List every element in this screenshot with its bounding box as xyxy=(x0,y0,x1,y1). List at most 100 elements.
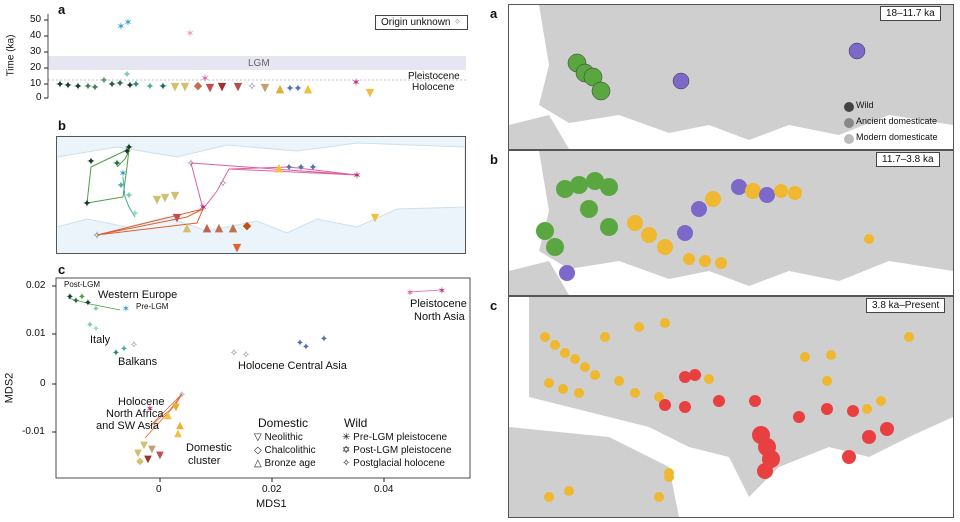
legend-bronze-age-text: Bronze age xyxy=(264,458,316,469)
legend-neolithic: ▽ Neolithic xyxy=(254,432,303,443)
time-label-b: 11.7–3.8 ka xyxy=(876,152,940,167)
svg-text:✧: ✧ xyxy=(178,390,186,401)
svg-text:▼: ▼ xyxy=(153,193,162,206)
legend-post-lgm: ✡ Post-LGM pleistocene xyxy=(342,445,452,456)
svg-text:▲: ▲ xyxy=(304,82,313,95)
svg-text:✦: ✦ xyxy=(78,292,86,303)
svg-text:◆: ◆ xyxy=(136,456,144,467)
label-western-europe: Western Europe xyxy=(98,289,178,301)
svg-text:✧: ✧ xyxy=(130,340,138,351)
y-tick-0: 0 xyxy=(36,92,42,103)
map-a-svg xyxy=(509,5,953,149)
svg-text:✦: ✦ xyxy=(92,304,100,315)
y-tick-000: 0 xyxy=(40,378,46,389)
legend-domestic-title: Domestic xyxy=(258,416,309,430)
left-panel-a-letter: a xyxy=(58,2,66,17)
svg-text:▼: ▼ xyxy=(172,402,180,413)
mds1-axis-label: MDS1 xyxy=(256,498,287,510)
svg-text:▼: ▼ xyxy=(140,440,148,451)
svg-text:✦: ✦ xyxy=(112,348,120,359)
label-italy: Italy xyxy=(90,334,111,346)
svg-text:✶: ✶ xyxy=(406,288,414,299)
svg-text:✦: ✦ xyxy=(131,78,140,91)
svg-text:▼: ▼ xyxy=(234,80,243,93)
svg-text:✧: ✧ xyxy=(230,348,238,359)
y-tick-50: 50 xyxy=(30,14,42,25)
label-domestic: Domestic xyxy=(186,442,232,454)
right-panel-b-map xyxy=(508,150,954,296)
svg-text:▼: ▼ xyxy=(261,81,270,94)
legend-neolithic-text: Neolithic xyxy=(264,432,303,443)
svg-text:✶: ✶ xyxy=(352,169,361,182)
legend-bronze-age: △ Bronze age xyxy=(254,458,316,469)
svg-text:✦: ✦ xyxy=(115,77,124,90)
svg-text:✧: ✧ xyxy=(247,80,256,93)
svg-text:▲: ▲ xyxy=(183,221,192,234)
label-north-asia: North Asia xyxy=(414,311,465,323)
right-panel-a-letter: a xyxy=(490,6,498,21)
svg-text:▲: ▲ xyxy=(174,428,182,439)
pie-markers-c xyxy=(540,318,914,502)
svg-text:▼: ▼ xyxy=(144,454,152,465)
svg-text:✦: ✦ xyxy=(130,207,139,220)
legend-postglacial: ✧ Postglacial holocene xyxy=(342,458,445,469)
svg-text:◆: ◆ xyxy=(243,219,252,232)
right-panel-c-map xyxy=(508,296,954,518)
svg-text:▲: ▲ xyxy=(229,221,238,234)
map-b-svg xyxy=(509,151,953,295)
y-tick-10: 10 xyxy=(30,78,42,89)
svg-text:✶: ✶ xyxy=(198,201,207,214)
right-panel-c-letter: c xyxy=(490,298,498,313)
label-holocene-central-asia: Holocene Central Asia xyxy=(238,360,347,372)
star-marker: ✶ xyxy=(123,16,132,29)
svg-text:✶: ✶ xyxy=(200,72,209,85)
star-marker: ✶ xyxy=(185,27,194,40)
svg-text:✦: ✦ xyxy=(86,320,94,331)
svg-text:✦: ✦ xyxy=(82,197,91,210)
y-tick-30: 30 xyxy=(30,46,42,57)
svg-text:✦: ✦ xyxy=(302,342,310,353)
left-panel-b-map: ✦ ✦ ✦ ✦ ✶ ✦ ✦ ✦ ✦ ▼ ▼ ▼ ✧ ✧ ✶ ✧ ▼ ▲ ▲ ▲ … xyxy=(56,136,466,254)
svg-text:▲: ▲ xyxy=(176,420,184,431)
svg-text:✶: ✶ xyxy=(122,304,130,315)
svg-text:✦: ✦ xyxy=(122,145,131,158)
right-panel-a-map xyxy=(508,4,954,150)
svg-text:✶: ✶ xyxy=(438,286,446,297)
svg-text:✶: ✶ xyxy=(351,76,360,89)
left-panel-b-letter: b xyxy=(58,118,66,133)
svg-text:▼: ▼ xyxy=(218,80,227,93)
down-triangle-icon: ▽ xyxy=(254,432,262,443)
svg-text:▲: ▲ xyxy=(203,221,212,234)
svg-text:▼: ▼ xyxy=(233,241,242,253)
svg-text:✦: ✦ xyxy=(107,78,116,91)
svg-text:✦: ✦ xyxy=(120,344,128,355)
up-triangle-icon: △ xyxy=(254,458,262,469)
svg-text:▼: ▼ xyxy=(206,81,215,94)
svg-text:✧: ✧ xyxy=(186,157,195,170)
svg-text:▼: ▼ xyxy=(171,189,180,202)
svg-text:✦: ✦ xyxy=(296,338,304,349)
svg-text:✦: ✦ xyxy=(55,78,64,91)
svg-text:✦: ✦ xyxy=(124,189,133,202)
pleistocene-label: Pleistocene xyxy=(408,71,460,82)
legend-postglacial-text: Postglacial holocene xyxy=(353,458,445,469)
svg-text:✦: ✦ xyxy=(308,161,317,174)
svg-text:▼: ▼ xyxy=(171,80,180,93)
left-panel-c-chart: ✦ ✦ ✦ ✦ ✦ ✶ ✦ ✦ ✦ ✦ ✧ ✧ ✧ ✦ ✦ ✦ ✶ ✶ ✧ ▼ … xyxy=(52,277,471,482)
label-and-sw-asia: and SW Asia xyxy=(96,420,159,432)
svg-text:✦: ✦ xyxy=(86,155,95,168)
x-tick-0: 0 xyxy=(156,484,162,495)
y-tick-001: 0.01 xyxy=(26,328,46,339)
four-point-star-icon: ✧ xyxy=(342,458,351,469)
svg-text:▼: ▼ xyxy=(181,80,190,93)
map-c-svg xyxy=(509,297,953,517)
time-axis-label: Time (ka) xyxy=(5,34,17,77)
label-cluster: cluster xyxy=(188,455,221,467)
time-label-a: 18–11.7 ka xyxy=(880,6,941,21)
svg-text:✦: ✦ xyxy=(293,82,302,95)
legend-post-lgm-text: Post-LGM pleistocene xyxy=(353,445,452,456)
y-tick-40: 40 xyxy=(30,30,42,41)
left-map-svg: ✦ ✦ ✦ ✦ ✶ ✦ ✦ ✦ ✦ ▼ ▼ ▼ ✧ ✧ ✶ ✧ ▼ ▲ ▲ ▲ … xyxy=(57,141,465,253)
origin-unknown-legend: Origin unknown ✧ xyxy=(375,15,468,30)
svg-text:▲: ▲ xyxy=(275,161,284,174)
